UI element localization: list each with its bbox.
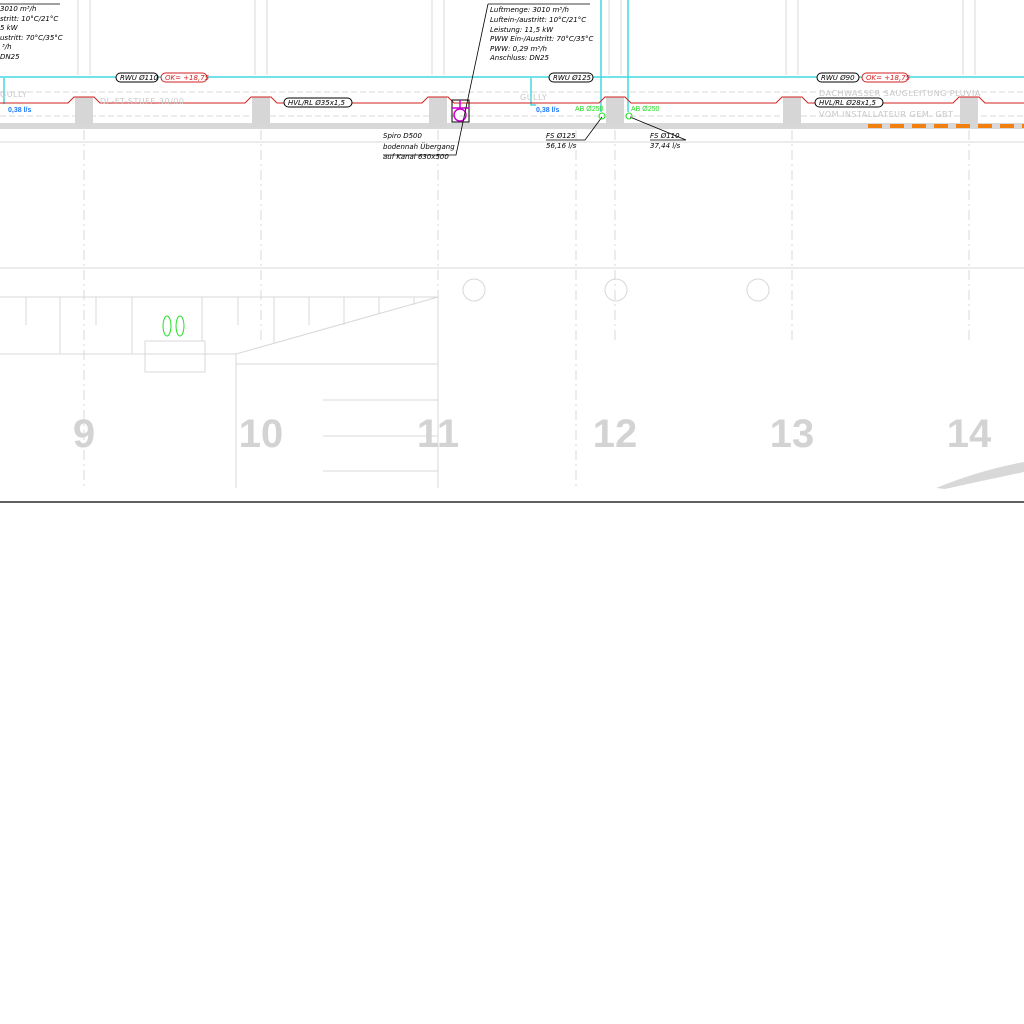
column-lines — [0, 0, 1024, 490]
spec-line: ³/h — [2, 43, 12, 51]
tag-ok-level: OK= +18,75 — [165, 74, 210, 82]
tag-hvl-28: HVL/RL Ø28x1,5 — [819, 99, 877, 107]
spec-line: PWW: 0,29 m³/h — [490, 45, 547, 53]
fs-flow: 37,44 l/s — [650, 142, 681, 150]
dachwasser-note: DACHWASSER SAUGLEITUNG PLUVIA — [819, 89, 981, 98]
spec-line: ustritt: 70°C/35°C — [0, 34, 63, 42]
columns — [75, 97, 978, 127]
spec-line: 3010 m³/h — [0, 5, 36, 13]
spiro-label: auf Kanal 630x500 — [383, 153, 449, 161]
axis-label: 14 — [947, 412, 992, 456]
tag-ok-level: OK= +18,75 — [866, 74, 911, 82]
tag-rwu-125: RWU Ø125 — [553, 74, 592, 82]
spec-line: stritt: 10°C/21°C — [0, 15, 58, 23]
stufe-note: DL-FT-STUFE 30/00 — [100, 97, 184, 106]
axis-label: 12 — [593, 412, 638, 456]
heating-line — [0, 96, 1024, 104]
spec-line: 5 kW — [0, 24, 19, 32]
axis-label: 10 — [239, 412, 284, 456]
fs-label: FS Ø125 — [546, 132, 576, 140]
axis-label: 9 — [73, 412, 95, 456]
center-spec-block: Luftmenge: 3010 m³/h Luftein-/austritt: … — [489, 6, 594, 62]
tag-rwu-90: RWU Ø90 — [821, 74, 855, 82]
flow-label: 0,38 l/s — [536, 107, 559, 114]
tag-hvl-35: HVL/RL Ø35x1,5 — [288, 99, 346, 107]
exhaust-label: AB Ø250 — [631, 106, 660, 113]
slab-band — [0, 123, 1024, 129]
spec-line: DN25 — [0, 53, 20, 61]
fs-label: FS Ø110 — [650, 132, 680, 140]
axis-label: 13 — [770, 412, 815, 456]
spec-line: Luftmenge: 3010 m³/h — [490, 6, 569, 14]
spec-line: Anschluss: DN25 — [489, 54, 549, 62]
grid-axis-labels: 9 10 11 12 13 14 — [73, 412, 992, 456]
axis-label: 11 — [417, 412, 459, 456]
exhaust-symbols — [162, 112, 633, 337]
installer-note: VOM INSTALLATEUR GEM. GBT — [819, 110, 953, 119]
exhaust-label: AB Ø250 — [575, 106, 604, 113]
leader-lines — [0, 3, 687, 156]
pipe-tags — [115, 72, 909, 108]
flow-label: 0,38 l/s — [8, 107, 31, 114]
gully-label: GULLY — [520, 93, 547, 102]
spec-line: Luftein-/austritt: 10°C/21°C — [490, 16, 586, 24]
fs-flow: 56,16 l/s — [546, 142, 577, 150]
gully-label: GULLY — [0, 90, 27, 99]
spiro-label: Spiro D500 — [383, 132, 423, 140]
ramp-shape — [936, 462, 1024, 489]
tag-rwu-110: RWU Ø110 — [120, 74, 159, 82]
spec-line: Leistung: 11,5 kW — [490, 26, 554, 34]
spiro-label: bodennah Übergang — [383, 142, 455, 151]
spec-line: PWW Ein-/Austritt: 70°C/35°C — [490, 35, 594, 43]
left-spec-block: 3010 m³/h stritt: 10°C/21°C 5 kW ustritt… — [0, 5, 63, 61]
